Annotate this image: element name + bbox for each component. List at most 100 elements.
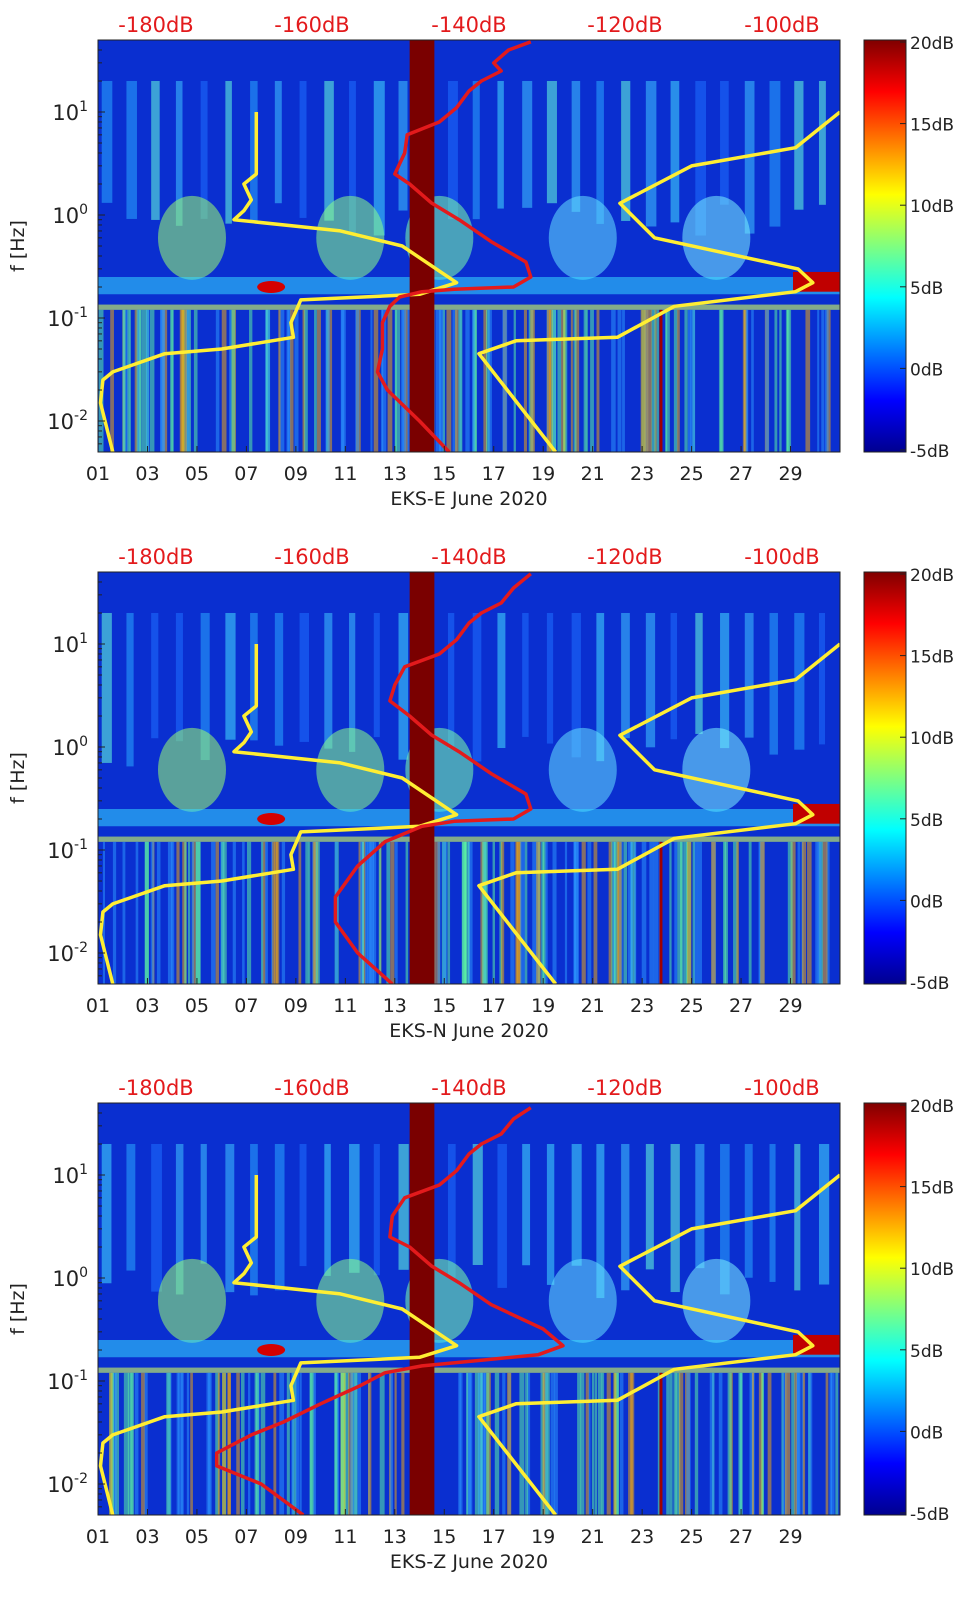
top-db-tick-label: -160dB (274, 545, 349, 569)
lowfreq-stripe (466, 1372, 469, 1515)
lowfreq-stripe (684, 309, 688, 452)
series-line-2 (477, 1173, 840, 1515)
daily-band (794, 612, 805, 750)
y-tick-exponent: -1 (74, 837, 88, 853)
lowfreq-stripe (826, 841, 830, 984)
colorbar-tick-label: 0dB (910, 1423, 943, 1443)
lowfreq-stripe (817, 309, 820, 452)
lowfreq-stripe (369, 841, 375, 984)
y-tick-label: 10-1 (47, 837, 88, 863)
daily-band (274, 612, 284, 746)
daily-band (299, 612, 310, 742)
daily-band (373, 1143, 380, 1276)
colorbar-tick-label: 15dB (910, 1179, 954, 1199)
lowfreq-stripe (774, 309, 778, 452)
energy-blob (682, 195, 751, 280)
lowfreq-stripe (304, 309, 308, 452)
y-tick-label: 10-1 (47, 1368, 88, 1394)
x-tick-label: 29 (778, 995, 802, 1017)
lowfreq-stripe (519, 841, 525, 984)
y-tick-base: 10 (47, 1370, 74, 1394)
lowfreq-stripe (442, 841, 447, 984)
lowfreq-stripe (782, 1372, 787, 1515)
daily-band (645, 612, 656, 748)
y-tick-label: 101 (52, 99, 88, 125)
daily-band (200, 612, 210, 761)
x-tick-label: 23 (630, 463, 654, 485)
daily-band (175, 80, 183, 226)
daily-band (324, 612, 333, 749)
x-tick-label: 15 (432, 1526, 456, 1548)
lowfreq-stripe (191, 841, 195, 984)
hotspot (257, 1343, 286, 1356)
energy-blob (157, 1258, 226, 1343)
top-db-tick-label: -100dB (744, 1076, 819, 1100)
lowfreq-stripe (622, 309, 625, 452)
lowfreq-stripe (587, 841, 592, 984)
y-tick-base: 10 (47, 839, 74, 863)
lowfreq-stripe (265, 841, 268, 984)
lowfreq-stripe (510, 841, 515, 984)
lowfreq-stripe (564, 841, 568, 984)
energy-blob (548, 727, 617, 812)
x-tick-label: 07 (234, 995, 258, 1017)
daily-band (497, 1143, 507, 1288)
y-tick-exponent: 0 (79, 202, 88, 218)
x-axis-label: EKS-N June 2020 (389, 1020, 548, 1042)
lowfreq-stripe (312, 841, 316, 984)
daily-band (447, 80, 458, 220)
lowfreq-stripe (591, 1372, 595, 1515)
lowfreq-stripe (687, 309, 692, 452)
lowfreq-stripe (794, 1372, 797, 1515)
lowfreq-stripe (515, 841, 518, 984)
lowfreq-stripe (674, 841, 678, 984)
x-tick-label: 09 (284, 995, 308, 1017)
top-db-tick-label: -160dB (274, 13, 349, 37)
lowfreq-stripe (500, 841, 505, 984)
lowfreq-stripe (617, 841, 622, 984)
lowfreq-stripe (744, 309, 747, 452)
lowfreq-stripe (442, 309, 446, 452)
lowfreq-stripe (215, 309, 220, 452)
x-tick-label: 13 (383, 995, 407, 1017)
lowfreq-stripe (796, 1372, 801, 1515)
daily-band (720, 612, 730, 749)
top-db-tick-label: -160dB (274, 1076, 349, 1100)
lowfreq-stripe (711, 841, 716, 984)
lowfreq-stripe (724, 841, 729, 984)
x-tick-label: 25 (680, 463, 704, 485)
lowfreq-stripe (292, 1372, 297, 1515)
lowfreq-stripe (550, 1372, 555, 1515)
lowfreq-stripe (606, 1372, 611, 1515)
lowfreq-stripe (134, 1372, 139, 1515)
y-axis-label: f [Hz] (7, 220, 29, 272)
daily-band (324, 1143, 331, 1276)
lowfreq-stripe (593, 841, 598, 984)
lowfreq-stripe (402, 309, 407, 452)
lowfreq-stripe (507, 1372, 512, 1515)
lowfreq-stripe (680, 841, 684, 984)
lowfreq-stripe (801, 841, 807, 984)
colorbar-tick-label: 20dB (910, 566, 954, 586)
lowfreq-stripe (623, 841, 628, 984)
lowfreq-stripe (176, 1372, 180, 1515)
anomaly-line (659, 309, 663, 452)
lowfreq-stripe (740, 1372, 743, 1515)
top-db-tick-label: -100dB (744, 545, 819, 569)
x-tick-label: 09 (284, 463, 308, 485)
lowfreq-stripe (279, 309, 285, 452)
top-db-tick-label: -140dB (431, 545, 506, 569)
daily-band (546, 80, 557, 204)
lowfreq-stripe (551, 309, 557, 452)
daily-band (621, 1143, 630, 1291)
y-axis-label: f [Hz] (7, 752, 29, 804)
microseism-band (98, 809, 840, 827)
lowfreq-stripe (611, 309, 616, 452)
lowfreq-stripe (483, 309, 488, 452)
lowfreq-stripe (690, 309, 695, 452)
lowfreq-stripe (401, 1372, 405, 1515)
lowfreq-stripe (601, 1372, 605, 1515)
lowfreq-stripe (751, 309, 754, 452)
colorbar-tick-label: 15dB (910, 648, 954, 668)
lowfreq-stripe (779, 309, 782, 452)
